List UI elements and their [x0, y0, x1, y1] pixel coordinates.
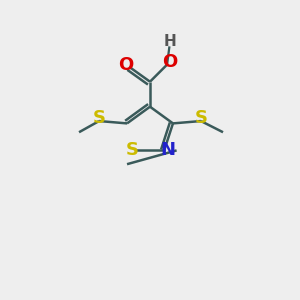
Text: S: S	[194, 109, 207, 127]
Text: O: O	[118, 56, 133, 74]
Text: O: O	[162, 53, 177, 71]
Text: S: S	[126, 141, 139, 159]
Text: S: S	[93, 109, 106, 127]
Text: H: H	[164, 34, 176, 49]
Text: N: N	[160, 141, 175, 159]
